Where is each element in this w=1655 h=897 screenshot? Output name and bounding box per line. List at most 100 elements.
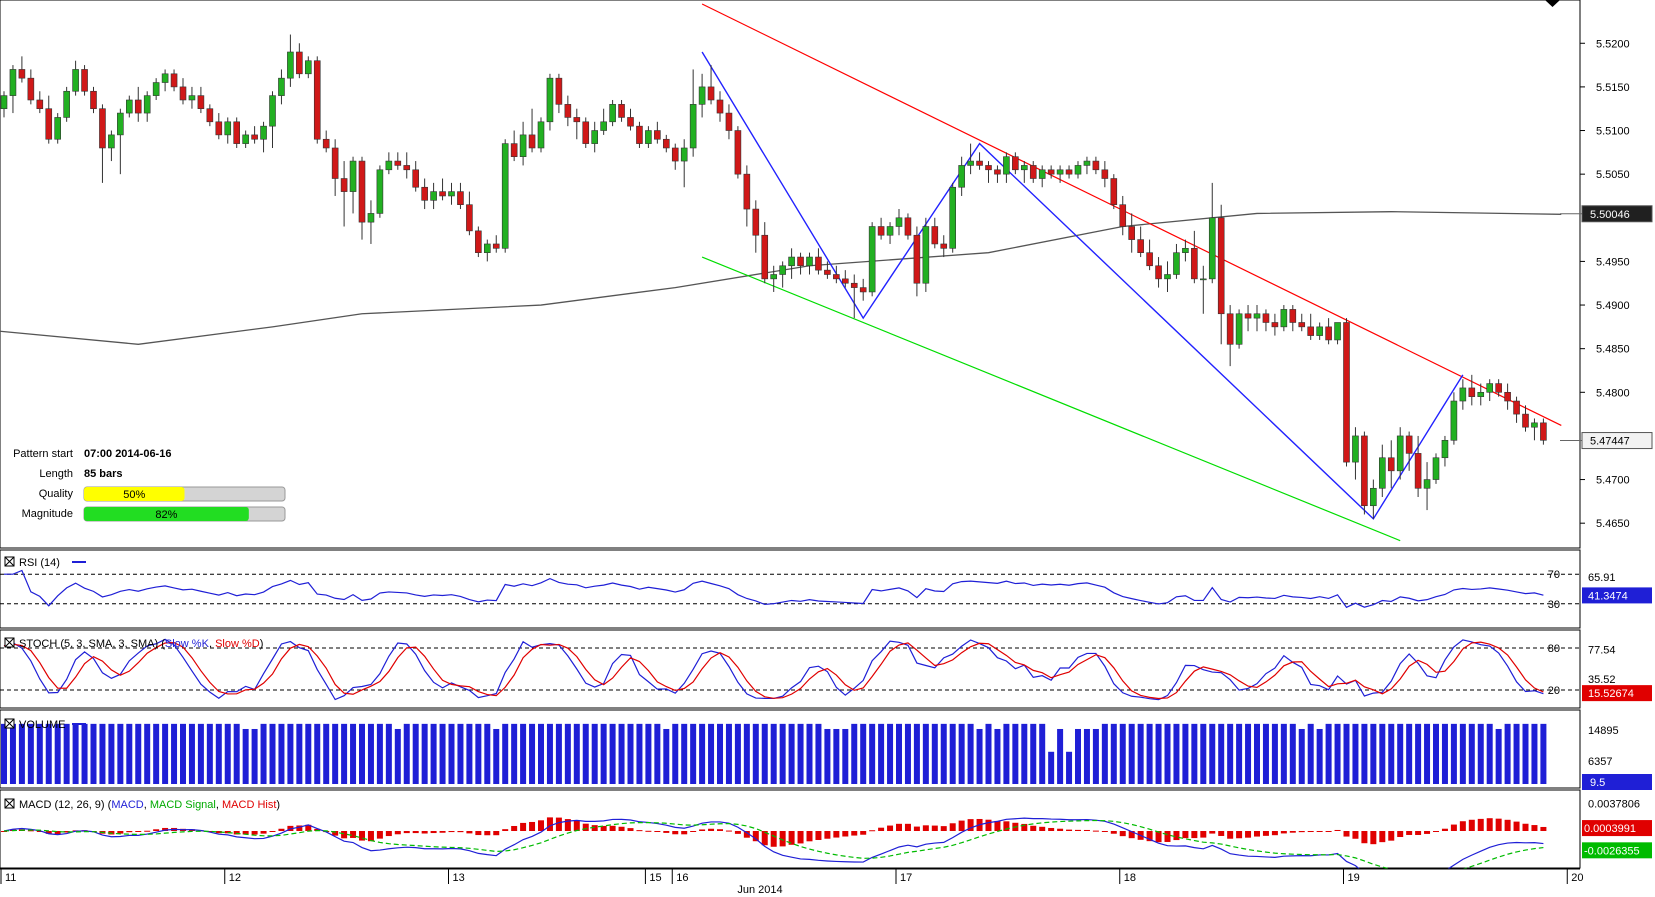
candlesticks bbox=[0, 34, 1547, 519]
candle bbox=[1137, 226, 1144, 258]
macd-hist-bar bbox=[457, 831, 464, 833]
candle bbox=[546, 73, 554, 131]
volume-bar bbox=[1352, 723, 1359, 784]
macd-hist-bar bbox=[815, 831, 822, 840]
candle bbox=[654, 121, 661, 144]
volume-bar bbox=[743, 723, 750, 784]
macd-hist-bar bbox=[1298, 831, 1305, 833]
volume-bar bbox=[1164, 723, 1171, 784]
candle bbox=[394, 152, 402, 170]
macd-lines bbox=[1, 817, 1547, 880]
volume-axis: 14895 6357 9.5 bbox=[1582, 725, 1652, 790]
macd-hist-bar bbox=[546, 817, 553, 831]
volume-bar bbox=[725, 723, 732, 784]
macd-hist-bar bbox=[1415, 831, 1422, 835]
candle bbox=[278, 69, 285, 105]
volume-bar bbox=[242, 728, 249, 784]
macd-hist-bar bbox=[618, 826, 625, 831]
candle bbox=[958, 156, 965, 196]
rsi-readout: 41.3474 bbox=[1588, 590, 1628, 602]
candle bbox=[1110, 174, 1118, 210]
volume-bar bbox=[609, 723, 616, 784]
candle bbox=[994, 165, 1001, 183]
macd-hist-bar bbox=[654, 831, 661, 832]
macd-hist-bar bbox=[421, 831, 428, 834]
volume-tick-label: 14895 bbox=[1588, 725, 1619, 737]
candle bbox=[1029, 161, 1037, 183]
candle bbox=[9, 65, 17, 114]
volume-bar bbox=[922, 723, 929, 784]
candle bbox=[1316, 322, 1323, 340]
candle bbox=[1038, 165, 1046, 188]
candle bbox=[1531, 418, 1538, 441]
volume-bar bbox=[815, 723, 822, 784]
candle bbox=[591, 121, 599, 153]
price-marker-label: 5.50046 bbox=[1590, 209, 1630, 221]
time-label: 18 bbox=[1124, 872, 1136, 884]
candle bbox=[1191, 230, 1198, 284]
candle bbox=[188, 86, 196, 109]
macd-hist-bar bbox=[1316, 831, 1323, 832]
candle bbox=[698, 73, 706, 118]
volume-bar bbox=[520, 723, 527, 784]
volume-bar bbox=[797, 723, 804, 784]
macd-hist-bar bbox=[1271, 831, 1278, 836]
volume-bar bbox=[108, 723, 115, 784]
macd-hist-bar bbox=[493, 831, 500, 836]
macd-hist-bar bbox=[1513, 821, 1520, 831]
macd-hist-bar bbox=[958, 820, 965, 831]
candle bbox=[806, 252, 813, 275]
candle bbox=[815, 248, 822, 275]
time-label: 11 bbox=[5, 872, 16, 884]
macd-hist-bar bbox=[725, 830, 732, 832]
candle bbox=[54, 113, 62, 144]
time-label: 12 bbox=[229, 872, 241, 884]
volume-bar bbox=[672, 723, 679, 784]
macd-hist-bar bbox=[359, 831, 365, 841]
macd-hist-bar bbox=[1424, 831, 1431, 834]
candle bbox=[90, 86, 97, 114]
macd-hist-bar bbox=[1397, 831, 1404, 838]
volume-panel: 14895 6357 9.5 VOLUME bbox=[0, 709, 1652, 790]
candle bbox=[1540, 418, 1547, 445]
macd-hist-bar bbox=[1343, 831, 1350, 837]
time-label: 19 bbox=[1348, 872, 1360, 884]
pattern-info: Pattern start 07:00 2014-06-16 Length 85 ba… bbox=[13, 448, 286, 522]
volume-bar bbox=[1424, 723, 1431, 784]
candle bbox=[555, 73, 563, 114]
volume-bar bbox=[967, 723, 974, 784]
candle bbox=[448, 182, 455, 205]
macd-hist-bar bbox=[1218, 831, 1225, 836]
stoch-readout: 77.54 bbox=[1588, 645, 1616, 657]
candle bbox=[358, 156, 366, 240]
volume-bar bbox=[439, 723, 446, 784]
volume-bar bbox=[860, 723, 867, 784]
macd-hist-bar bbox=[1433, 831, 1439, 832]
volume-bar bbox=[394, 728, 401, 784]
corner-arrow-icon[interactable] bbox=[1545, 0, 1560, 7]
volume-bar bbox=[976, 728, 983, 784]
volume-bar bbox=[162, 723, 169, 784]
macd-hist-bar bbox=[1388, 831, 1395, 841]
candle bbox=[1012, 152, 1019, 175]
candle bbox=[1003, 152, 1010, 183]
macd-hist-bar bbox=[439, 831, 446, 833]
macd-hist-bar bbox=[1495, 818, 1502, 831]
volume-bar bbox=[913, 723, 920, 784]
candle bbox=[1200, 265, 1207, 314]
volume-bar bbox=[1209, 723, 1216, 784]
volume-bar bbox=[1280, 723, 1287, 784]
support-line bbox=[701, 256, 1401, 542]
candle bbox=[1262, 309, 1270, 332]
rsi-readout-box bbox=[1582, 587, 1652, 604]
candle bbox=[1182, 239, 1189, 262]
macd-readout: 0.0003991 bbox=[1584, 823, 1636, 835]
candle bbox=[707, 65, 715, 105]
candle bbox=[224, 117, 232, 144]
info-value: 85 bars bbox=[84, 468, 123, 480]
macd-hist-bar bbox=[502, 829, 509, 831]
volume-bar bbox=[833, 728, 840, 784]
macd-hist-bar bbox=[251, 831, 258, 835]
stoch-readout: 15.52674 bbox=[1588, 688, 1634, 700]
volume-bar bbox=[45, 723, 52, 784]
